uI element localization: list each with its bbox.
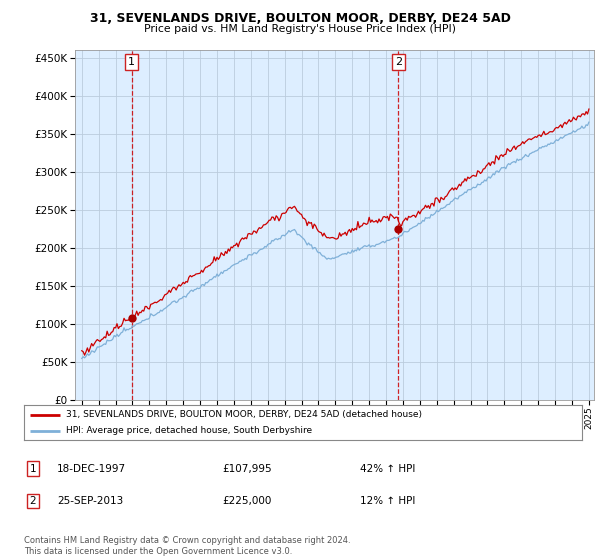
Text: 2: 2 <box>395 57 402 67</box>
Text: 25-SEP-2013: 25-SEP-2013 <box>57 496 123 506</box>
Text: Price paid vs. HM Land Registry's House Price Index (HPI): Price paid vs. HM Land Registry's House … <box>144 24 456 34</box>
Text: Contains HM Land Registry data © Crown copyright and database right 2024.
This d: Contains HM Land Registry data © Crown c… <box>24 536 350 556</box>
Text: 42% ↑ HPI: 42% ↑ HPI <box>360 464 415 474</box>
Text: 31, SEVENLANDS DRIVE, BOULTON MOOR, DERBY, DE24 5AD: 31, SEVENLANDS DRIVE, BOULTON MOOR, DERB… <box>89 12 511 25</box>
Text: 1: 1 <box>128 57 136 67</box>
Text: 31, SEVENLANDS DRIVE, BOULTON MOOR, DERBY, DE24 5AD (detached house): 31, SEVENLANDS DRIVE, BOULTON MOOR, DERB… <box>66 410 422 419</box>
Text: 1: 1 <box>29 464 37 474</box>
Text: £107,995: £107,995 <box>222 464 272 474</box>
Text: 2: 2 <box>29 496 37 506</box>
Text: £225,000: £225,000 <box>222 496 271 506</box>
Text: HPI: Average price, detached house, South Derbyshire: HPI: Average price, detached house, Sout… <box>66 426 312 436</box>
Text: 12% ↑ HPI: 12% ↑ HPI <box>360 496 415 506</box>
Text: 18-DEC-1997: 18-DEC-1997 <box>57 464 126 474</box>
